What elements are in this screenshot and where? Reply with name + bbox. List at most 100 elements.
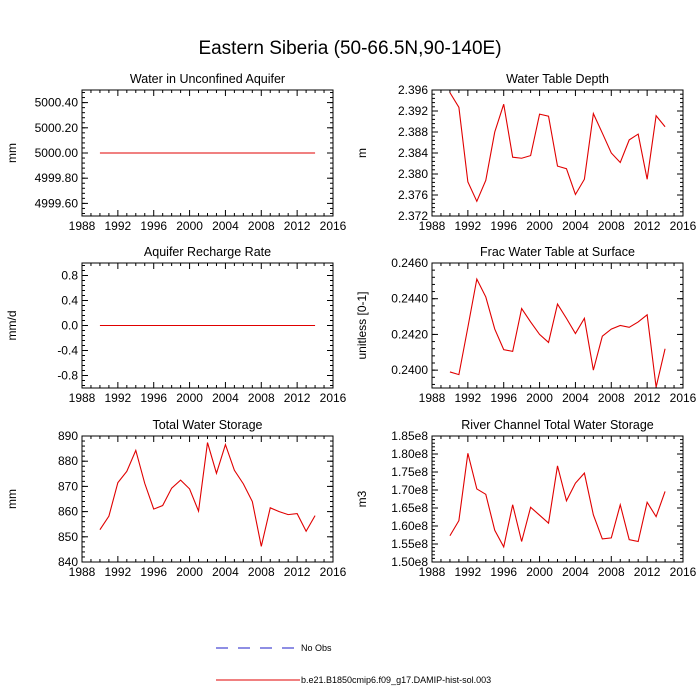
- y-tick-label: 1.75e8: [391, 465, 428, 479]
- plot-frame: [81, 435, 334, 563]
- y-tick-label: 880: [58, 454, 78, 468]
- panel-frac-water-table-at-surface: Frac Water Table at Surface unitless [0-1…: [355, 245, 697, 405]
- y-tick-label: -0.8: [57, 369, 78, 383]
- y-tick-label: 0.2400: [391, 363, 428, 377]
- panel-title: Water in Unconfined Aquifer: [130, 72, 285, 86]
- panel-water-table-depth: Water Table Depth m 1988 1992 1996 2000 2004 20…: [355, 72, 697, 233]
- y-tick-label: 4999.60: [35, 196, 79, 210]
- y-axis-label: mm: [5, 143, 19, 163]
- y-axis-label: mm/d: [5, 311, 19, 341]
- x-tick-label: 2000: [526, 565, 553, 579]
- x-tick-label: 1992: [455, 391, 482, 405]
- y-tick-label: 0.4: [61, 294, 78, 308]
- x-tick-label: 2016: [670, 219, 697, 233]
- y-tick-label: 890: [58, 429, 78, 443]
- panel-title: Frac Water Table at Surface: [480, 245, 635, 259]
- y-tick-label: 5000.40: [35, 96, 79, 110]
- x-tick-label: 1988: [69, 219, 96, 233]
- x-tick-label: 2012: [284, 391, 311, 405]
- y-axis-label: mm: [5, 489, 19, 509]
- y-tick-label: 0.2440: [391, 292, 428, 306]
- y-tick-label: 0.2420: [391, 327, 428, 341]
- y-tick-label: 1.85e8: [391, 429, 428, 443]
- x-tick-label: 1988: [419, 219, 446, 233]
- series-line: [449, 453, 666, 549]
- y-tick-label: 1.60e8: [391, 519, 428, 533]
- panel-title: Aquifer Recharge Rate: [144, 245, 271, 259]
- plot-frame: [431, 89, 684, 217]
- series-line: [449, 92, 666, 203]
- x-tick-label: 2000: [526, 391, 553, 405]
- x-tick-label: 2008: [598, 565, 625, 579]
- x-tick-label: 2000: [176, 391, 203, 405]
- y-tick-label: 1.50e8: [391, 555, 428, 569]
- x-tick-label: 2012: [284, 565, 311, 579]
- panel-title: Water Table Depth: [506, 72, 609, 86]
- y-tick-label: 870: [58, 479, 78, 493]
- x-tick-label: 2000: [176, 565, 203, 579]
- y-tick-label: 0.2460: [391, 256, 428, 270]
- y-tick-label: 2.380: [398, 167, 428, 181]
- x-tick-label: 1992: [455, 219, 482, 233]
- legend-label-no-obs: No Obs: [301, 643, 332, 653]
- x-tick-label: 1992: [455, 565, 482, 579]
- y-axis-label: m: [355, 148, 369, 158]
- y-tick-label: 2.396: [398, 83, 428, 97]
- x-tick-label: 1996: [140, 565, 167, 579]
- y-axis-label: m3: [355, 490, 369, 507]
- x-tick-label: 1992: [105, 219, 132, 233]
- x-tick-label: 1988: [69, 391, 96, 405]
- legend-label-model: b.e21.B1850cmip6.f09_g17.DAMIP-hist-sol.…: [301, 675, 491, 685]
- x-tick-label: 2008: [598, 391, 625, 405]
- figure-title: Eastern Siberia (50-66.5N,90-140E): [198, 38, 502, 59]
- y-tick-label: 850: [58, 530, 78, 544]
- y-tick-label: 2.372: [398, 209, 428, 223]
- y-tick-label: 5000.00: [35, 146, 79, 160]
- plot-frame: [431, 262, 684, 389]
- x-tick-label: 2012: [634, 391, 661, 405]
- x-tick-label: 2016: [320, 565, 347, 579]
- x-tick-label: 2016: [320, 219, 347, 233]
- x-tick-label: 2008: [248, 565, 275, 579]
- x-tick-label: 2004: [212, 565, 239, 579]
- series-line: [99, 442, 316, 547]
- x-tick-label: 2004: [562, 219, 589, 233]
- series-line: [449, 277, 666, 388]
- panel-aquifer-recharge-rate: Aquifer Recharge Rate mm/d 1988 1992 1996 200…: [5, 245, 347, 405]
- panel-title: Total Water Storage: [152, 418, 262, 432]
- x-tick-label: 1988: [419, 565, 446, 579]
- x-tick-label: 2016: [670, 391, 697, 405]
- panel-water-in-unconfined-aquifer: Water in Unconfined Aquifer mm 1988 1992 199…: [5, 72, 347, 233]
- x-tick-label: 1992: [105, 565, 132, 579]
- x-tick-label: 1996: [140, 391, 167, 405]
- x-tick-label: 2008: [248, 391, 275, 405]
- y-tick-label: 1.55e8: [391, 537, 428, 551]
- y-tick-label: 840: [58, 555, 78, 569]
- y-tick-label: -0.4: [57, 344, 78, 358]
- x-tick-label: 1996: [490, 219, 517, 233]
- y-tick-label: 4999.80: [35, 171, 79, 185]
- y-tick-label: 5000.20: [35, 121, 79, 135]
- y-tick-label: 1.70e8: [391, 483, 428, 497]
- y-tick-label: 2.376: [398, 188, 428, 202]
- x-tick-label: 1996: [490, 391, 517, 405]
- x-tick-label: 1996: [490, 565, 517, 579]
- x-tick-label: 2012: [634, 219, 661, 233]
- x-tick-label: 1988: [419, 391, 446, 405]
- y-tick-label: 2.392: [398, 104, 428, 118]
- legend: No Obs b.e21.B1850cmip6.f09_g17.DAMIP-hi…: [216, 643, 491, 685]
- y-tick-label: 1.65e8: [391, 501, 428, 515]
- y-tick-label: 0.8: [61, 269, 78, 283]
- x-tick-label: 2004: [562, 391, 589, 405]
- y-tick-label: 2.388: [398, 125, 428, 139]
- x-tick-label: 2004: [562, 565, 589, 579]
- x-tick-label: 1988: [69, 565, 96, 579]
- x-tick-label: 2012: [634, 565, 661, 579]
- x-tick-label: 1992: [105, 391, 132, 405]
- y-tick-label: 860: [58, 505, 78, 519]
- y-axis-label: unitless [0-1]: [355, 291, 369, 359]
- y-tick-label: 2.384: [398, 146, 428, 160]
- x-tick-label: 2004: [212, 219, 239, 233]
